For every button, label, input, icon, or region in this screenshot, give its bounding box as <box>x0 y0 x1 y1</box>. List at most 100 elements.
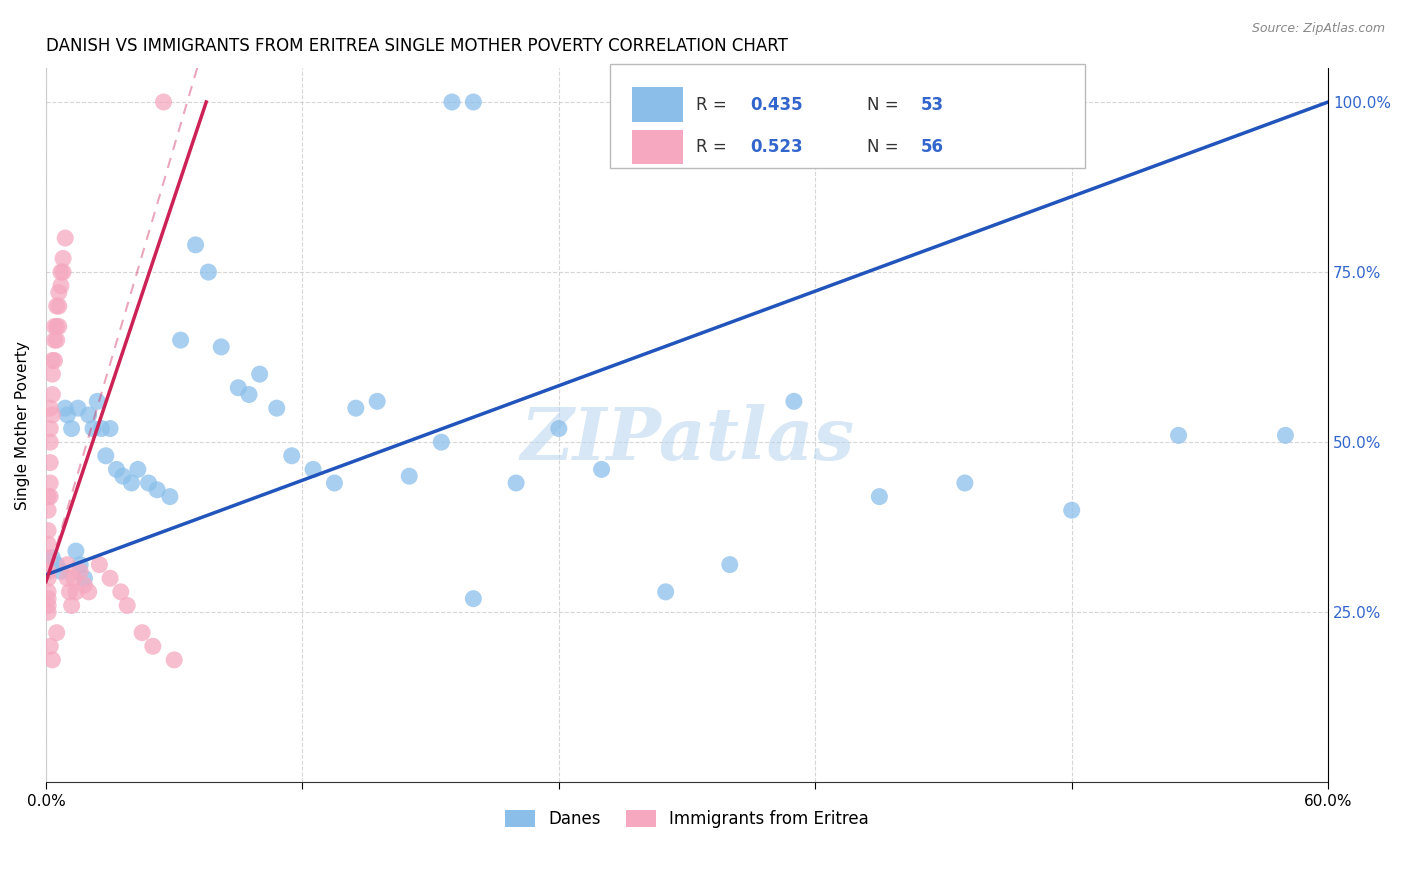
Point <box>152 95 174 109</box>
FancyBboxPatch shape <box>610 64 1084 168</box>
Point <box>49 278 72 293</box>
Point <box>48 285 70 300</box>
Text: R =: R = <box>696 138 733 156</box>
Point <box>163 653 186 667</box>
Point <box>39 490 62 504</box>
Point <box>65 585 87 599</box>
Point <box>53 231 76 245</box>
Point <box>111 469 134 483</box>
Legend: Danes, Immigrants from Eritrea: Danes, Immigrants from Eritrea <box>499 803 876 835</box>
Text: R =: R = <box>696 95 733 113</box>
Point <box>39 475 62 490</box>
Point <box>69 565 91 579</box>
Point <box>48 299 70 313</box>
Point <box>184 238 207 252</box>
Point <box>37 605 59 619</box>
Point <box>37 524 59 538</box>
Point <box>44 353 66 368</box>
Point <box>120 475 142 490</box>
Point <box>60 599 83 613</box>
Point <box>868 490 890 504</box>
Point <box>131 625 153 640</box>
Text: 0.435: 0.435 <box>749 95 803 113</box>
Text: N =: N = <box>866 138 904 156</box>
Text: DANISH VS IMMIGRANTS FROM ERITREA SINGLE MOTHER POVERTY CORRELATION CHART: DANISH VS IMMIGRANTS FROM ERITREA SINGLE… <box>46 37 787 55</box>
Point <box>591 462 613 476</box>
Bar <box>631 130 683 164</box>
Bar <box>631 87 683 122</box>
Point <box>41 550 63 565</box>
Point <box>41 408 63 422</box>
Point <box>146 483 169 497</box>
Point <box>39 640 62 654</box>
Point <box>98 421 121 435</box>
Point <box>77 585 100 599</box>
Point <box>62 571 84 585</box>
Point <box>37 591 59 606</box>
Point <box>37 490 59 504</box>
Point <box>280 449 302 463</box>
Point <box>1167 428 1189 442</box>
Point <box>37 503 59 517</box>
Point <box>344 401 367 416</box>
Point <box>37 537 59 551</box>
Point <box>86 394 108 409</box>
Point <box>48 319 70 334</box>
Point <box>1274 428 1296 442</box>
Point <box>718 558 741 572</box>
Point <box>41 387 63 401</box>
Point <box>159 490 181 504</box>
Point <box>60 421 83 435</box>
Point <box>58 585 80 599</box>
Point <box>37 599 59 613</box>
Point <box>39 401 62 416</box>
Point <box>197 265 219 279</box>
Point <box>115 599 138 613</box>
Point <box>77 408 100 422</box>
Point <box>56 408 79 422</box>
Point <box>463 591 485 606</box>
Point <box>45 319 67 334</box>
Point <box>56 571 79 585</box>
Point <box>56 558 79 572</box>
Text: ZIPatlas: ZIPatlas <box>520 404 853 475</box>
Point <box>94 449 117 463</box>
Text: Source: ZipAtlas.com: Source: ZipAtlas.com <box>1251 22 1385 36</box>
Point <box>37 571 59 585</box>
Point <box>302 462 325 476</box>
Point <box>547 421 569 435</box>
Point <box>98 571 121 585</box>
Point <box>440 95 463 109</box>
Point <box>105 462 128 476</box>
Point <box>110 585 132 599</box>
Point <box>209 340 232 354</box>
Text: N =: N = <box>866 95 904 113</box>
Point <box>783 394 806 409</box>
Point <box>45 625 67 640</box>
Text: 56: 56 <box>921 138 943 156</box>
Point <box>66 401 89 416</box>
Point <box>45 299 67 313</box>
Point <box>953 475 976 490</box>
Point <box>654 585 676 599</box>
Point <box>45 333 67 347</box>
Point <box>238 387 260 401</box>
Point <box>73 571 96 585</box>
Point <box>82 421 104 435</box>
Text: 0.523: 0.523 <box>749 138 803 156</box>
Point <box>463 95 485 109</box>
Point <box>1402 95 1406 109</box>
Point <box>37 565 59 579</box>
Point <box>52 252 75 266</box>
Point <box>90 421 112 435</box>
Point <box>169 333 191 347</box>
Point <box>127 462 149 476</box>
Point <box>41 653 63 667</box>
Point <box>69 558 91 572</box>
Point <box>226 381 249 395</box>
Point <box>39 456 62 470</box>
Point <box>65 544 87 558</box>
Point <box>89 558 111 572</box>
Point <box>398 469 420 483</box>
Point <box>366 394 388 409</box>
